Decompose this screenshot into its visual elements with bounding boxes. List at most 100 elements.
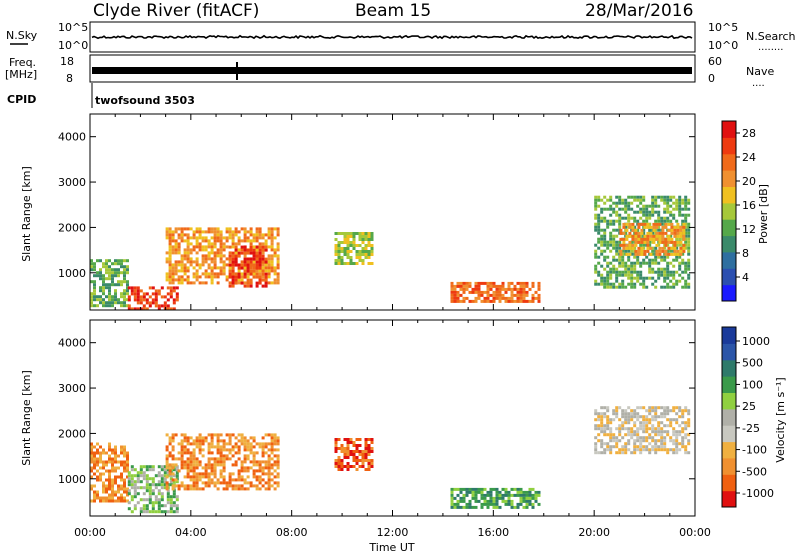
data-cell bbox=[267, 472, 271, 476]
data-cell bbox=[216, 236, 220, 240]
data-cell bbox=[174, 433, 178, 437]
data-cell bbox=[618, 424, 622, 428]
data-cell bbox=[639, 424, 643, 428]
data-cell bbox=[177, 248, 181, 252]
data-cell bbox=[594, 249, 598, 253]
data-cell bbox=[255, 233, 259, 237]
data-cell bbox=[192, 454, 196, 458]
data-cell bbox=[195, 484, 199, 488]
data-cell bbox=[669, 270, 673, 274]
data-cell bbox=[130, 477, 134, 481]
data-cell bbox=[337, 465, 341, 468]
data-cell bbox=[367, 253, 371, 256]
data-cell bbox=[165, 475, 169, 479]
data-cell bbox=[270, 248, 274, 252]
data-cell bbox=[261, 472, 265, 476]
data-cell bbox=[96, 304, 99, 308]
data-cell bbox=[133, 289, 137, 293]
data-cell bbox=[240, 251, 244, 255]
data-cell bbox=[654, 228, 658, 232]
data-cell bbox=[670, 240, 674, 244]
data-cell bbox=[234, 227, 238, 231]
data-cell bbox=[219, 475, 223, 479]
data-cell bbox=[111, 487, 114, 491]
nsky-trace bbox=[91, 34, 693, 40]
data-cell bbox=[615, 243, 619, 247]
data-cell bbox=[480, 490, 484, 494]
data-cell bbox=[207, 448, 211, 452]
data-cell bbox=[130, 495, 134, 499]
data-cell bbox=[636, 412, 640, 416]
data-cell bbox=[606, 261, 610, 265]
data-cell bbox=[621, 207, 625, 211]
data-cell bbox=[99, 499, 102, 503]
data-cell bbox=[597, 198, 601, 202]
data-cell bbox=[346, 253, 350, 256]
data-cell bbox=[169, 477, 173, 481]
data-cell bbox=[627, 213, 631, 217]
data-cell bbox=[630, 418, 634, 422]
data-cell bbox=[210, 260, 214, 264]
data-cell bbox=[651, 204, 655, 208]
data-cell bbox=[349, 465, 353, 468]
data-cell bbox=[186, 281, 190, 285]
data-cell bbox=[210, 433, 214, 437]
data-cell bbox=[334, 441, 338, 444]
data-cell bbox=[123, 478, 126, 482]
data-cell bbox=[192, 466, 196, 470]
data-cell bbox=[192, 442, 196, 446]
data-cell bbox=[675, 406, 679, 410]
data-cell bbox=[195, 263, 199, 267]
data-cell bbox=[334, 259, 338, 262]
data-cell bbox=[531, 493, 535, 497]
data-cell bbox=[678, 195, 682, 199]
data-cell bbox=[276, 481, 280, 485]
data-cell bbox=[340, 256, 344, 259]
data-cell bbox=[93, 283, 96, 287]
data-cell bbox=[666, 195, 670, 199]
data-cell bbox=[346, 450, 350, 453]
data-cell bbox=[634, 252, 638, 256]
data-cell bbox=[204, 275, 208, 279]
data-cell bbox=[237, 472, 241, 476]
data-cell bbox=[618, 261, 622, 265]
data-cell bbox=[136, 307, 140, 311]
data-cell bbox=[264, 248, 268, 252]
data-cell bbox=[231, 463, 235, 467]
data-cell bbox=[615, 427, 619, 431]
data-cell bbox=[465, 493, 469, 497]
data-cell bbox=[243, 487, 247, 491]
data-cell bbox=[102, 472, 105, 476]
data-cell bbox=[501, 493, 505, 497]
data-cell bbox=[528, 487, 532, 491]
data-cell bbox=[114, 301, 117, 305]
colorbar-tick-label: 16 bbox=[742, 199, 756, 212]
data-cell bbox=[474, 493, 478, 497]
data-cell bbox=[450, 287, 454, 291]
data-cell bbox=[163, 504, 167, 508]
data-cell bbox=[618, 270, 622, 274]
data-cell bbox=[108, 298, 111, 302]
data-cell bbox=[358, 232, 362, 235]
data-cell bbox=[679, 252, 683, 256]
velocity-data bbox=[90, 406, 691, 514]
data-cell bbox=[207, 257, 211, 261]
data-cell bbox=[130, 474, 134, 478]
data-cell bbox=[213, 245, 217, 249]
data-cell bbox=[453, 284, 457, 288]
data-cell bbox=[364, 456, 368, 459]
data-cell bbox=[102, 283, 105, 287]
data-cell bbox=[130, 286, 134, 290]
data-cell bbox=[522, 505, 526, 509]
data-cell bbox=[349, 438, 353, 441]
data-cell bbox=[261, 248, 265, 252]
data-cell bbox=[370, 247, 374, 250]
data-cell bbox=[654, 255, 658, 259]
data-cell bbox=[615, 279, 619, 283]
data-cell bbox=[157, 507, 161, 511]
data-cell bbox=[660, 421, 664, 425]
data-cell bbox=[673, 240, 677, 244]
data-cell bbox=[682, 231, 686, 235]
data-cell bbox=[660, 406, 664, 410]
data-cell bbox=[270, 236, 274, 240]
